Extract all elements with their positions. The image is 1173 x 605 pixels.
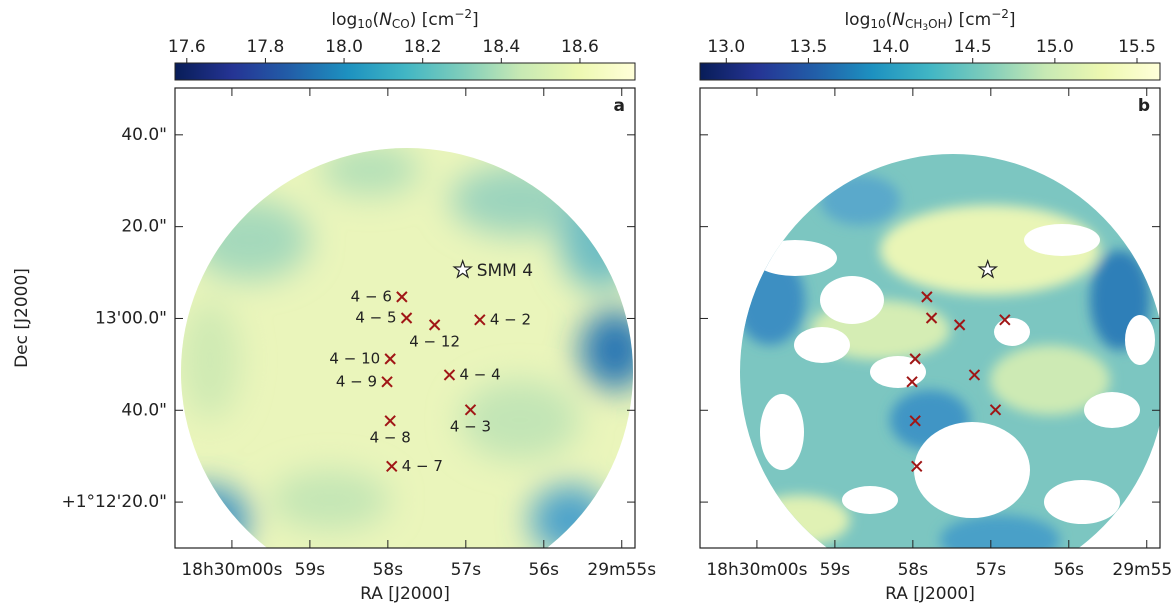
source-marker xyxy=(400,312,413,324)
source-marker xyxy=(989,404,1002,416)
colorbar-tick-label: 18.2 xyxy=(404,37,442,57)
x-axis-label: RA [J2000] xyxy=(885,584,975,604)
source-label: 4 − 7 xyxy=(402,457,443,475)
source-marker xyxy=(381,376,393,388)
source-marker xyxy=(464,404,477,416)
colorbar-tick-label: 13.0 xyxy=(707,37,745,57)
star-marker xyxy=(452,258,474,279)
x-tick-label: 56s xyxy=(529,560,560,580)
y-tick-label: 40.0" xyxy=(121,125,167,145)
colorbar-tick-label: 18.6 xyxy=(561,37,599,57)
colorbar-title: log10(NCO) [cm−2] xyxy=(331,7,478,31)
colorbar-title-part: ( xyxy=(886,10,893,30)
colorbar-title-part: CO xyxy=(392,17,410,31)
colorbar-title-part: ) [cm xyxy=(410,10,455,30)
y-tick-label: 20.0" xyxy=(121,217,167,237)
colorbar-tick-label: 15.0 xyxy=(1036,37,1074,57)
colorbar-tick-label: 17.6 xyxy=(168,37,206,57)
source-label: 4 − 5 xyxy=(355,309,396,327)
source-label: 4 − 10 xyxy=(329,349,380,367)
x-tick-label: 29m55s xyxy=(1112,560,1173,580)
colorbar-tick-label: 14.5 xyxy=(954,37,992,57)
x-tick-label: 58s xyxy=(373,560,404,580)
colorbar-tick-label: 14.0 xyxy=(872,37,910,57)
x-tick-label: 18h30m00s xyxy=(181,560,282,580)
panel-label: a xyxy=(614,96,625,116)
y-axis-label: Dec [J2000] xyxy=(12,268,32,368)
colorbar-tick-label: 13.5 xyxy=(789,37,827,57)
source-marker xyxy=(384,415,396,427)
source-marker xyxy=(384,353,396,365)
x-tick-label: 59s xyxy=(820,560,851,580)
colorbar-title-part: N xyxy=(892,10,905,30)
source-marker xyxy=(921,291,933,303)
y-tick-label: +1°12'20.0" xyxy=(61,492,167,512)
colorbar-title-part: −2 xyxy=(454,7,472,21)
source-marker xyxy=(906,376,918,388)
source-label: 4 − 12 xyxy=(409,332,460,350)
source-marker xyxy=(396,291,408,303)
colorbar-tick-label: 18.0 xyxy=(325,37,363,57)
colorbar-title-part: 10 xyxy=(870,17,885,31)
colorbar xyxy=(174,62,636,81)
source-label: 4 − 2 xyxy=(490,310,531,328)
source-marker xyxy=(474,314,486,326)
source-marker xyxy=(443,369,456,381)
source-marker xyxy=(968,369,981,381)
colorbar-title-part: log xyxy=(331,10,357,30)
source-label: 4 − 9 xyxy=(336,372,377,390)
colorbar-title-part: log xyxy=(844,10,870,30)
colorbar-tick-label: 15.5 xyxy=(1118,37,1156,57)
star-label: SMM 4 xyxy=(477,261,533,281)
colorbar-title-part: ( xyxy=(373,10,380,30)
source-marker xyxy=(386,460,398,472)
y-tick-label: 13'00.0" xyxy=(95,308,167,328)
colorbar-title-part: N xyxy=(379,10,392,30)
source-label: 4 − 6 xyxy=(351,287,392,305)
x-tick-label: 56s xyxy=(1054,560,1085,580)
colorbar xyxy=(699,62,1161,81)
source-marker xyxy=(909,415,921,427)
map-image-a xyxy=(181,148,633,548)
y-tick-label: 40.0" xyxy=(121,400,167,420)
source-label: 4 − 4 xyxy=(459,365,500,383)
x-axis-label: RA [J2000] xyxy=(360,584,450,604)
colorbar-title-part: OH xyxy=(928,17,946,31)
x-tick-label: 59s xyxy=(295,560,326,580)
colorbar-title-part: ] xyxy=(1009,10,1016,30)
source-marker xyxy=(428,319,441,331)
colorbar-title-part: −2 xyxy=(991,7,1009,21)
source-label: 4 − 3 xyxy=(450,417,491,435)
colorbar-title-part: CH xyxy=(905,17,922,31)
x-tick-label: 57s xyxy=(976,560,1007,580)
colorbar-tick-label: 17.8 xyxy=(246,37,284,57)
source-marker xyxy=(999,314,1011,326)
source-marker xyxy=(909,353,921,365)
panel-label: b xyxy=(1138,96,1150,116)
source-marker xyxy=(911,460,923,472)
colorbar-title-part: 3 xyxy=(922,23,928,33)
colorbar-title: log10(NCH3OH) [cm−2] xyxy=(844,7,1015,33)
colorbar-title-part: 10 xyxy=(357,17,372,31)
star-marker xyxy=(977,258,999,279)
source-marker xyxy=(953,319,966,331)
x-tick-label: 18h30m00s xyxy=(706,560,807,580)
x-tick-label: 29m55s xyxy=(587,560,656,580)
source-label: 4 − 8 xyxy=(370,428,411,446)
x-tick-label: 58s xyxy=(898,560,929,580)
source-marker xyxy=(925,312,938,324)
colorbar-title-part: ) [cm xyxy=(947,10,992,30)
map-image-b xyxy=(740,154,1160,548)
x-tick-label: 57s xyxy=(451,560,482,580)
colorbar-tick-label: 18.4 xyxy=(482,37,520,57)
colorbar-title-part: ] xyxy=(472,10,479,30)
